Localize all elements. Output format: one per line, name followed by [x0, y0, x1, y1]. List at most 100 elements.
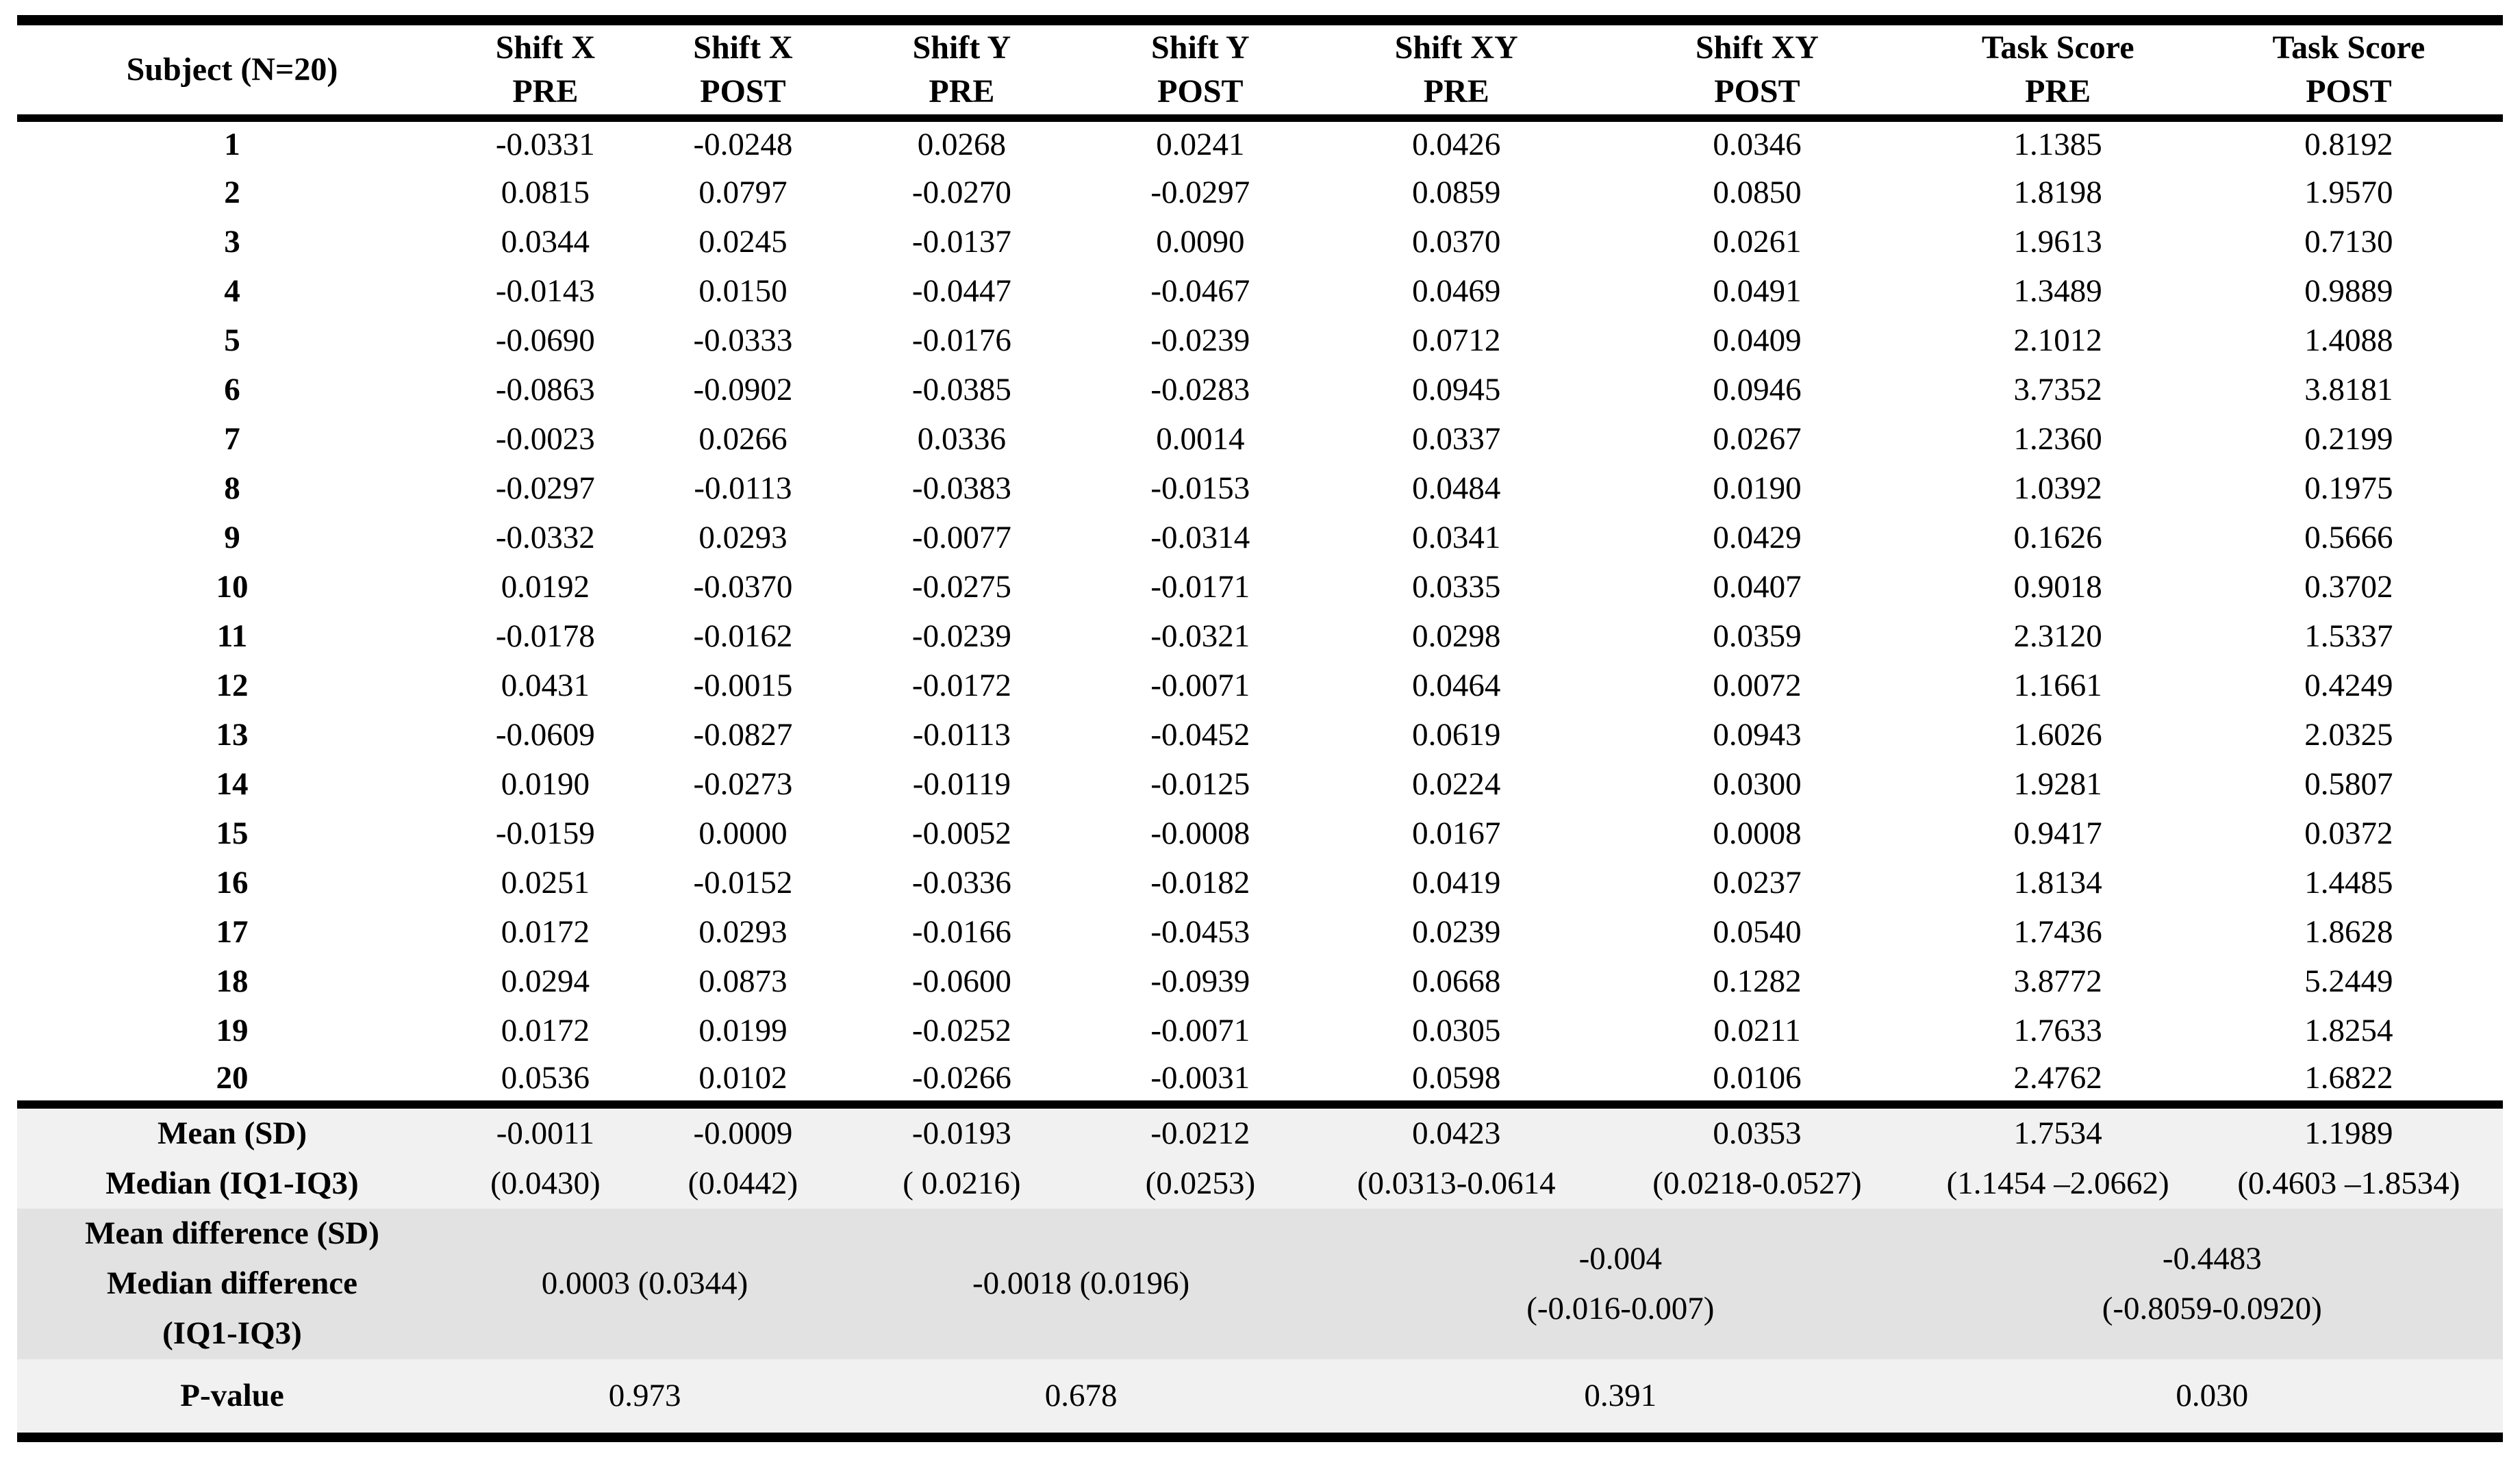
table-cell: -0.0023: [495, 420, 595, 457]
median-value: (0.0430): [490, 1165, 601, 1201]
table-cell: 1.7436: [2013, 913, 2102, 950]
table-cell: 0.0211: [1713, 1012, 1801, 1048]
table-cell: -0.0321: [1150, 618, 1250, 654]
table-cell: 0.0431: [501, 667, 590, 703]
table-cell: 0.0190: [1713, 470, 1802, 506]
mean-label: Mean (SD): [157, 1115, 307, 1151]
table-cell: -0.0283: [1150, 371, 1250, 407]
header-metric: Shift X: [693, 29, 793, 66]
table-cell: 0.0239: [1412, 913, 1501, 950]
difference-cell-shift-xy: -0.004 (-0.016-0.007): [1320, 1209, 1921, 1359]
header-metric: Shift XY: [1394, 29, 1518, 66]
table-cell: -0.0008: [1150, 815, 1250, 851]
table-cell: -0.0239: [1150, 322, 1250, 358]
table-cell: 1.8254: [2304, 1012, 2393, 1048]
header-task-score-pre: Task Score PRE: [1921, 20, 2195, 122]
table-cell: 0.0293: [698, 913, 788, 950]
table-cell: 1.5337: [2304, 618, 2393, 654]
table-cell: 0.1626: [2013, 519, 2102, 555]
table-cell: -0.0902: [693, 371, 793, 407]
table-cell: 0.0598: [1320, 1055, 1593, 1109]
header-phase: PRE: [1423, 73, 1489, 110]
difference-range: (-0.016-0.007): [1526, 1290, 1715, 1326]
table-cell: 3.8772: [2013, 963, 2102, 999]
table-cell: 0.0464: [1412, 667, 1501, 703]
subject-number: 7: [224, 420, 240, 457]
table-cell: 0.0469: [1412, 273, 1501, 309]
table-cell: -0.0162: [693, 618, 793, 654]
table-cell: 2.4762: [1921, 1055, 2195, 1109]
table-cell: 0.0619: [1412, 716, 1501, 753]
subject-number: 6: [224, 371, 240, 407]
table-cell: 0.9417: [2013, 815, 2102, 851]
header-metric: Task Score: [1981, 29, 2134, 66]
table-cell: 0.8192: [2304, 127, 2393, 163]
table-cell: 1.4088: [2304, 322, 2393, 358]
median-label: Median (IQ1-IQ3): [105, 1165, 359, 1201]
table-cell: 1.7633: [2013, 1012, 2102, 1048]
table-cell: 0.0192: [501, 568, 590, 605]
table-row: 12 0.0431 -0.0015 -0.0172 -0.0071 0.0464 0.007…: [17, 661, 2503, 710]
table-cell: 0.0344: [501, 223, 590, 260]
table-cell: -0.0113: [912, 716, 1011, 753]
subject-number: 20: [17, 1055, 447, 1109]
table-cell: 1.8628: [2304, 913, 2393, 950]
table-cell: -0.0297: [495, 470, 595, 506]
table-row: 1 -0.0331 -0.0248 0.0268 0.0241 0.0426 0.0346 1…: [17, 118, 2503, 168]
table-cell: -0.0827: [693, 716, 793, 753]
header-phase: POST: [1714, 73, 1800, 110]
table-cell: 0.0008: [1713, 815, 1802, 851]
table-row: 2 0.0815 0.0797 -0.0270 -0.0297 0.0859 0.0850 1…: [17, 168, 2503, 217]
table-row: 5 -0.0690 -0.0333 -0.0176 -0.0239 0.0712 0.040…: [17, 316, 2503, 365]
header-task-score-post: Task Score POST: [2194, 20, 2503, 122]
table-cell: 0.0267: [1713, 420, 1802, 457]
table-cell: 0.0712: [1412, 322, 1501, 358]
subject-number: 11: [216, 618, 248, 654]
table-cell: 0.1975: [2304, 470, 2393, 506]
table-cell: -0.0336: [911, 864, 1011, 900]
table-cell: 0.0000: [698, 815, 788, 851]
table-cell: -0.0270: [911, 174, 1011, 210]
table-row: 6 -0.0863 -0.0902 -0.0385 -0.0283 0.0945 0.094…: [17, 365, 2503, 414]
table-row: 15 -0.0159 0.0000 -0.0052 -0.0008 0.0167 0.000…: [17, 809, 2503, 858]
mean-median-cell: 1.7534 (1.1454 –2.0662): [1922, 1105, 2195, 1209]
subject-number: 12: [216, 667, 249, 703]
p-value-shift-x: 0.973: [608, 1378, 681, 1413]
table-cell: 0.2199: [2304, 420, 2393, 457]
table-cell: 0.0797: [698, 174, 788, 210]
subject-number: 16: [216, 864, 249, 900]
table-cell: 0.0336: [917, 420, 1006, 457]
subject-number: 2: [224, 174, 240, 210]
table-cell: -0.0332: [495, 519, 595, 555]
table-cell: -0.0031: [1081, 1055, 1320, 1109]
table-cell: 0.0859: [1412, 174, 1501, 210]
mean-median-cell: 0.0353 (0.0218-0.0527): [1593, 1105, 1921, 1209]
table-cell: 0.0268: [917, 127, 1006, 163]
table-cell: 1.8198: [2013, 174, 2102, 210]
table-cell: -0.0119: [912, 766, 1011, 802]
mean-value: -0.0212: [1150, 1115, 1250, 1151]
table-cell: 0.0484: [1412, 470, 1501, 506]
median-value: (0.4603 –1.8534): [2237, 1165, 2460, 1201]
table-row: 19 0.0172 0.0199 -0.0252 -0.0071 0.0305 0.0211…: [17, 1006, 2503, 1055]
table-cell: 1.0392: [2013, 470, 2102, 506]
header-shift-xy-post: Shift XY POST: [1593, 20, 1922, 122]
table-row: 11 -0.0178 -0.0162 -0.0239 -0.0321 0.0298 0.03…: [17, 612, 2503, 661]
header-phase: PRE: [2025, 73, 2091, 110]
table-cell: 0.0245: [698, 223, 788, 260]
table-row: 14 0.0190 -0.0273 -0.0119 -0.0125 0.0224 0.030…: [17, 759, 2503, 809]
table-cell: -0.0077: [911, 519, 1011, 555]
median-value: ( 0.0216): [903, 1165, 1021, 1201]
header-shift-x-post: Shift X POST: [643, 20, 843, 122]
table-row: 9 -0.0332 0.0293 -0.0077 -0.0314 0.0341 0.0429…: [17, 513, 2503, 562]
table-cell: 0.5666: [2304, 519, 2393, 555]
table-cell: -0.0172: [911, 667, 1011, 703]
table-cell: 0.0293: [698, 519, 788, 555]
table-cell: 2.3120: [2013, 618, 2102, 654]
table-cell: 0.0266: [698, 420, 788, 457]
table-cell: -0.0071: [1150, 1012, 1250, 1048]
header-shift-xy-pre: Shift XY PRE: [1320, 20, 1593, 122]
mean-median-cell: 0.0423 (0.0313-0.0614: [1320, 1105, 1593, 1209]
table-cell: 0.0335: [1412, 568, 1501, 605]
